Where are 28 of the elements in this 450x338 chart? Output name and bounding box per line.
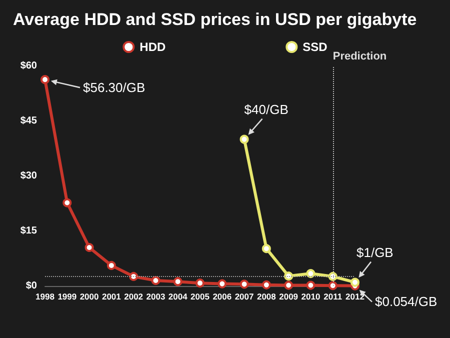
y-tick-label: $15 (20, 226, 38, 236)
x-tick-label: 2009 (279, 292, 298, 302)
x-tick-label: 2011 (324, 292, 342, 302)
x-tick-label: 2007 (234, 292, 254, 302)
x-tick-label: 2003 (146, 292, 166, 302)
legend-label: HDD (140, 40, 166, 54)
x-tick-label: 2005 (190, 292, 210, 302)
x-tick-label: 1999 (58, 292, 77, 302)
x-tick-label: 2002 (124, 292, 144, 302)
ref-line-label: Prediction (332, 50, 387, 62)
x-tick-label: 1998 (36, 292, 55, 302)
y-tick-label: $45 (20, 116, 38, 126)
x-tick-label: 2006 (212, 292, 232, 302)
annotation: $40/GB (244, 102, 288, 117)
y-tick-label: $60 (20, 60, 38, 72)
y-tick-label: $0 (26, 280, 38, 292)
x-tick-label: 2010 (301, 292, 320, 302)
y-tick-label: $30 (20, 170, 38, 182)
x-tick-label: 2012 (346, 292, 365, 302)
legend-label: SSD (302, 40, 328, 54)
x-tick-label: 2008 (256, 292, 276, 302)
annotation: $1/GB (356, 244, 394, 260)
x-tick-label: 2004 (168, 292, 188, 302)
chart-title: Average HDD and SSD prices in USD per gigabyte (13, 10, 417, 29)
annotation: $56.30/GB (83, 80, 146, 96)
x-tick-label: 2000 (80, 292, 100, 302)
x-tick-label: 2001 (102, 292, 122, 302)
annotation: $0.054/GB (375, 294, 438, 310)
